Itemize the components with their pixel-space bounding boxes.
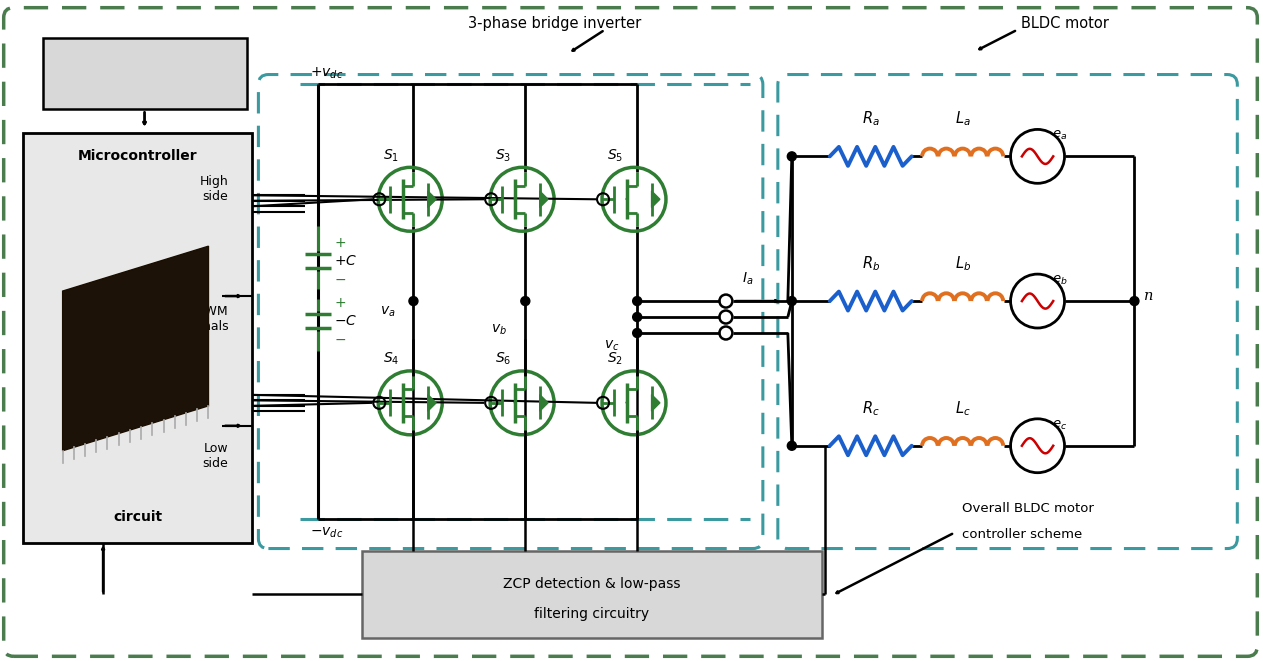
- Text: PWM
signals: PWM signals: [184, 305, 229, 333]
- Text: $S_3$: $S_3$: [495, 147, 512, 163]
- Text: $I_a$: $I_a$: [741, 271, 753, 288]
- Text: High
side: High side: [200, 175, 229, 204]
- Text: $-C$: $-C$: [335, 314, 357, 328]
- Polygon shape: [539, 395, 548, 411]
- Text: $S_1$: $S_1$: [383, 147, 399, 163]
- Text: $S_5$: $S_5$: [606, 147, 623, 163]
- Text: $v_c$: $v_c$: [604, 339, 619, 354]
- Polygon shape: [428, 191, 436, 208]
- Circle shape: [1130, 297, 1139, 305]
- Text: $v_b$: $v_b$: [491, 323, 508, 337]
- Text: Overall BLDC motor: Overall BLDC motor: [961, 502, 1094, 515]
- Text: $R_c$: $R_c$: [861, 399, 879, 418]
- Circle shape: [633, 313, 642, 321]
- Text: $S_2$: $S_2$: [606, 351, 623, 367]
- Text: Low
side: Low side: [202, 442, 229, 470]
- Circle shape: [787, 152, 796, 161]
- Text: $S_4$: $S_4$: [383, 351, 399, 367]
- Text: $+v_{dc}$: $+v_{dc}$: [311, 66, 344, 81]
- Text: $+C$: $+C$: [335, 254, 357, 268]
- Text: $e_b$: $e_b$: [1052, 274, 1067, 287]
- Text: 3-phase bridge inverter: 3-phase bridge inverter: [469, 16, 642, 31]
- Text: $R_a$: $R_a$: [861, 110, 879, 128]
- Text: Microcontroller: Microcontroller: [78, 149, 197, 163]
- Text: $R_b$: $R_b$: [861, 254, 880, 273]
- Text: $S_6$: $S_6$: [495, 351, 512, 367]
- Text: $L_b$: $L_b$: [955, 254, 971, 273]
- Text: $-$: $-$: [335, 332, 346, 346]
- Text: $e_c$: $e_c$: [1052, 418, 1067, 432]
- Text: $L_a$: $L_a$: [955, 110, 970, 128]
- Circle shape: [520, 297, 529, 305]
- Text: ZCP detection & low-pass: ZCP detection & low-pass: [503, 577, 681, 591]
- Text: $-v_{dc}$: $-v_{dc}$: [311, 525, 344, 540]
- FancyBboxPatch shape: [43, 38, 248, 110]
- Text: $e_a$: $e_a$: [1052, 130, 1067, 142]
- Text: +: +: [335, 236, 346, 250]
- Text: Control: Control: [114, 57, 176, 72]
- Polygon shape: [539, 191, 548, 208]
- Text: filtering circuitry: filtering circuitry: [534, 607, 649, 621]
- FancyBboxPatch shape: [23, 134, 253, 543]
- Circle shape: [633, 329, 642, 338]
- Circle shape: [787, 297, 796, 305]
- Text: $L_c$: $L_c$: [955, 399, 970, 418]
- Polygon shape: [652, 395, 659, 411]
- Text: n: n: [1144, 289, 1154, 303]
- Polygon shape: [652, 191, 659, 208]
- Text: circuit: circuit: [112, 510, 162, 524]
- Text: controller scheme: controller scheme: [961, 528, 1082, 541]
- Polygon shape: [63, 246, 208, 451]
- Text: logic: logic: [124, 84, 164, 99]
- Circle shape: [787, 442, 796, 450]
- Polygon shape: [428, 395, 436, 411]
- Text: $-$: $-$: [335, 272, 346, 286]
- Text: BLDC motor: BLDC motor: [1021, 16, 1109, 31]
- Circle shape: [633, 297, 642, 305]
- FancyBboxPatch shape: [362, 551, 822, 639]
- Text: $v_a$: $v_a$: [380, 305, 395, 319]
- Circle shape: [409, 297, 418, 305]
- Text: +: +: [335, 296, 346, 310]
